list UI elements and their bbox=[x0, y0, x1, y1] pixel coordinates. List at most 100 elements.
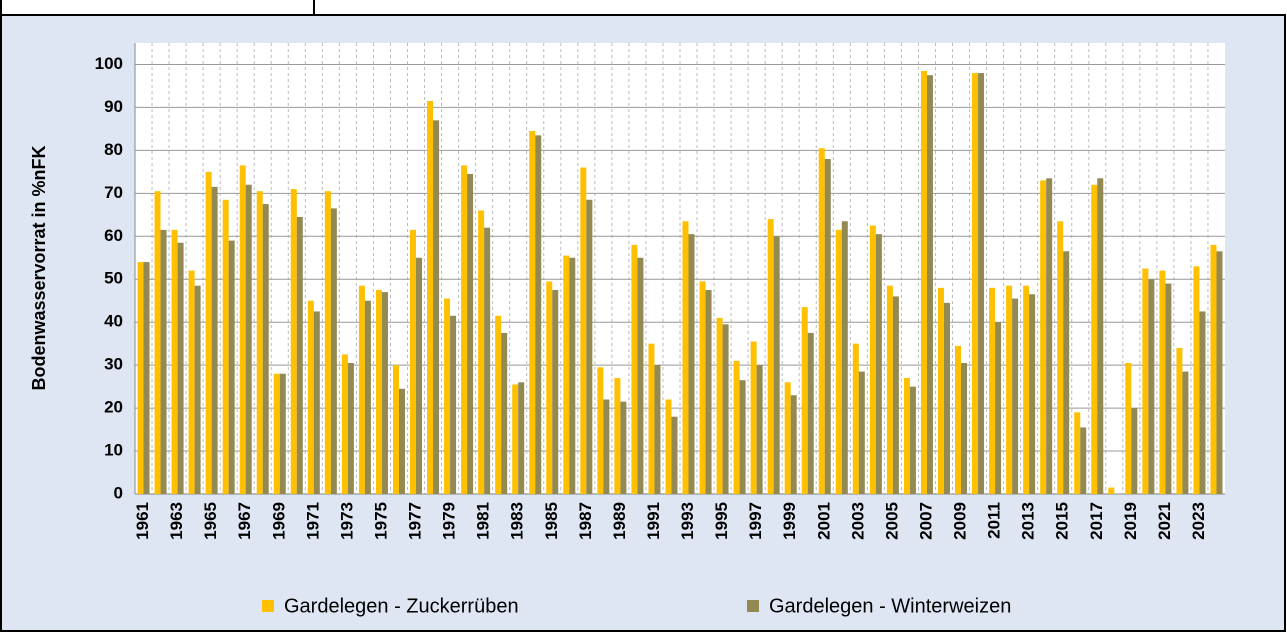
bar bbox=[347, 362, 354, 494]
bar bbox=[858, 371, 865, 494]
bar bbox=[1210, 244, 1217, 494]
x-tick-label: 2021 bbox=[1155, 502, 1174, 540]
bar bbox=[773, 236, 780, 495]
bar bbox=[228, 240, 235, 494]
bar bbox=[989, 287, 996, 494]
bar bbox=[143, 262, 150, 494]
bar bbox=[205, 171, 212, 494]
bar bbox=[648, 343, 655, 494]
bar bbox=[1159, 270, 1166, 494]
x-tick-label: 2005 bbox=[882, 502, 901, 540]
bar bbox=[886, 285, 893, 494]
bar bbox=[410, 229, 417, 495]
bar bbox=[637, 257, 644, 494]
bar bbox=[699, 281, 706, 494]
bar bbox=[807, 332, 814, 494]
bar bbox=[1091, 184, 1098, 494]
x-tick-label: 2017 bbox=[1087, 502, 1106, 540]
bar bbox=[160, 229, 167, 495]
bar bbox=[381, 292, 388, 494]
x-tick-label: 1979 bbox=[440, 502, 459, 540]
bar bbox=[818, 148, 825, 494]
bar bbox=[256, 191, 263, 494]
bar bbox=[1125, 362, 1132, 494]
bar bbox=[563, 255, 570, 494]
bar bbox=[375, 289, 382, 494]
x-tick-label: 1975 bbox=[371, 502, 390, 540]
bar bbox=[194, 285, 201, 494]
x-tick-label: 2013 bbox=[1019, 502, 1038, 540]
bar bbox=[245, 184, 252, 494]
bar bbox=[392, 365, 399, 494]
x-tick-label: 1963 bbox=[167, 502, 186, 540]
bar bbox=[784, 382, 791, 494]
x-tick-label: 1967 bbox=[235, 502, 254, 540]
bar bbox=[501, 332, 508, 494]
x-tick-label: 2011 bbox=[985, 502, 1004, 539]
bar bbox=[955, 345, 962, 494]
bar bbox=[688, 234, 695, 494]
bar bbox=[716, 317, 723, 494]
bar bbox=[552, 289, 559, 494]
y-tick-label: 50 bbox=[104, 269, 123, 288]
x-tick-label: 1997 bbox=[746, 502, 765, 540]
x-tick-label: 2019 bbox=[1121, 502, 1140, 540]
bar bbox=[909, 386, 916, 494]
bar bbox=[824, 158, 831, 494]
bar bbox=[841, 221, 848, 494]
legend-label: Gardelegen - Winterweizen bbox=[769, 595, 1011, 617]
x-tick-label: 1971 bbox=[303, 502, 322, 540]
bar bbox=[790, 395, 797, 494]
bar bbox=[427, 100, 434, 494]
bar bbox=[1108, 487, 1115, 494]
bar bbox=[682, 221, 689, 494]
y-tick-label: 30 bbox=[104, 355, 123, 374]
x-tick-label: 2007 bbox=[916, 502, 935, 540]
bar bbox=[467, 174, 474, 494]
bar bbox=[461, 165, 468, 494]
bar bbox=[603, 399, 610, 494]
x-tick-label: 1991 bbox=[644, 502, 663, 540]
y-tick-label: 60 bbox=[104, 226, 123, 245]
y-axis-title: Bodenwasservorrat in %nFK bbox=[29, 145, 49, 390]
bar bbox=[597, 367, 604, 494]
x-tick-label: 2001 bbox=[814, 502, 833, 540]
x-tick-label: 1987 bbox=[576, 502, 595, 540]
bar bbox=[222, 199, 229, 494]
bar bbox=[1193, 266, 1200, 494]
legend-swatch bbox=[747, 600, 759, 612]
bar bbox=[239, 165, 246, 494]
bar bbox=[631, 244, 638, 494]
bar bbox=[875, 234, 882, 494]
bar bbox=[739, 380, 746, 494]
x-tick-label: 1981 bbox=[474, 502, 493, 540]
bar bbox=[750, 341, 757, 494]
bar bbox=[614, 378, 621, 494]
bar bbox=[1029, 294, 1036, 494]
bar bbox=[801, 307, 808, 494]
bar bbox=[705, 289, 712, 494]
bar bbox=[512, 384, 519, 494]
bar bbox=[869, 225, 876, 495]
bar bbox=[290, 189, 297, 495]
bar bbox=[416, 257, 423, 494]
bar bbox=[1040, 180, 1047, 494]
legend-label: Gardelegen - Zuckerrüben bbox=[284, 595, 519, 617]
y-tick-label: 90 bbox=[104, 97, 123, 116]
y-tick-label: 0 bbox=[114, 483, 123, 502]
x-tick-label: 1969 bbox=[269, 502, 288, 540]
bar bbox=[1131, 408, 1138, 494]
bar bbox=[495, 315, 502, 494]
bar bbox=[296, 216, 303, 494]
bar bbox=[137, 262, 144, 494]
bar bbox=[273, 373, 280, 494]
bar bbox=[1182, 371, 1189, 494]
bar bbox=[620, 401, 627, 494]
bar bbox=[580, 167, 587, 495]
x-tick-label: 1961 bbox=[133, 502, 152, 540]
bar bbox=[341, 354, 348, 494]
bar bbox=[569, 257, 576, 494]
bar bbox=[154, 191, 161, 494]
bar bbox=[1097, 178, 1104, 495]
bar bbox=[767, 219, 774, 494]
